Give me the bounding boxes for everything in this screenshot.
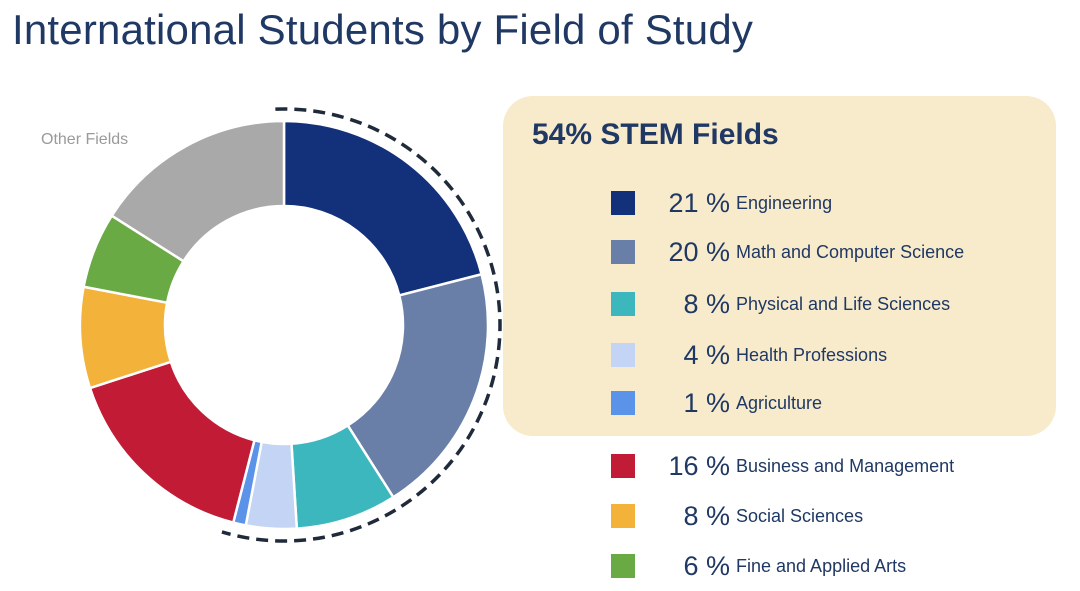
legend-percent: 20 % <box>668 236 730 267</box>
stem-bracket-arc <box>221 107 502 543</box>
legend-item-agriculture: 1 % Agriculture <box>611 388 822 418</box>
legend-item-health: 4 % Health Professions <box>611 340 887 370</box>
legend-percent: 4 % <box>683 339 730 370</box>
slice-other-fields <box>110 119 286 263</box>
legend-item-social: 8 % Social Sciences <box>611 501 863 531</box>
legend-swatch <box>611 343 635 367</box>
legend-item-math-cs: 20 % Math and Computer Science <box>611 237 964 267</box>
slice-math-and-computer-science <box>346 272 490 499</box>
legend-swatch <box>611 504 635 528</box>
legend-label: Business and Management <box>736 455 955 476</box>
donut-chart <box>78 107 502 543</box>
legend-label: Fine and Applied Arts <box>736 555 907 576</box>
legend-swatch <box>611 554 635 578</box>
stem-highlight-box <box>503 96 1056 436</box>
legend-item-physical-life: 8 % Physical and Life Sciences <box>611 289 950 319</box>
legend-percent: 8 % <box>683 288 730 319</box>
legend-label: Health Professions <box>736 344 888 365</box>
legend-swatch <box>611 454 635 478</box>
legend-percent: 21 % <box>668 187 730 218</box>
legend-swatch <box>611 292 635 316</box>
legend-swatch <box>611 240 635 264</box>
slice-business-and-management <box>88 360 256 525</box>
legend-label: Social Sciences <box>736 505 864 526</box>
legend-percent: 16 % <box>668 450 730 481</box>
legend-label: Math and Computer Science <box>736 241 965 262</box>
legend-percent: 1 % <box>683 387 730 418</box>
other-fields-label: Other Fields <box>41 131 129 148</box>
legend-swatch <box>611 191 635 215</box>
chart-title: International Students by Field of Study <box>12 6 754 53</box>
legend-percent: 8 % <box>683 500 730 531</box>
stem-title: 54% STEM Fields <box>532 118 779 151</box>
legend-label: Engineering <box>736 192 833 213</box>
legend-percent: 6 % <box>683 550 730 581</box>
legend-item-arts: 6 % Fine and Applied Arts <box>611 551 906 581</box>
legend-swatch <box>611 391 635 415</box>
legend-label: Agriculture <box>736 392 823 413</box>
legend-item-engineering: 21 % Engineering <box>611 188 832 218</box>
legend-label: Physical and Life Sciences <box>736 293 951 314</box>
legend-item-business: 16 % Business and Management <box>611 451 954 481</box>
slice-engineering <box>282 119 484 297</box>
